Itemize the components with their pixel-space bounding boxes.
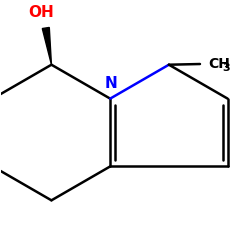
Text: 3: 3 <box>222 63 230 73</box>
Text: N: N <box>104 76 117 91</box>
Polygon shape <box>42 28 51 65</box>
Text: CH: CH <box>208 57 230 71</box>
Text: OH: OH <box>29 4 54 20</box>
